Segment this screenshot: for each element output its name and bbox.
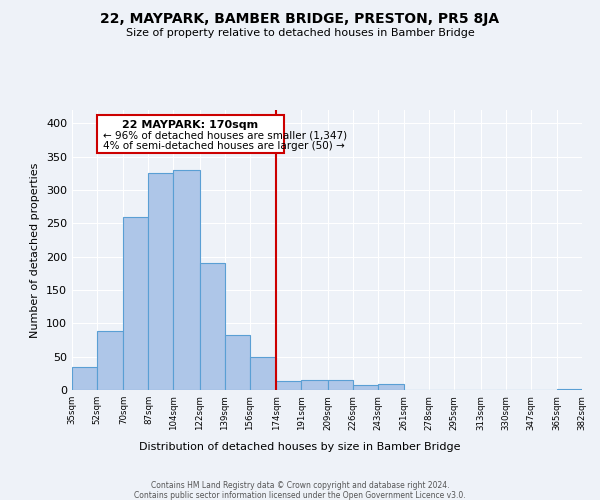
Bar xyxy=(72,366,97,390)
Bar xyxy=(200,264,225,390)
Bar xyxy=(124,216,148,390)
Text: Size of property relative to detached houses in Bamber Bridge: Size of property relative to detached ho… xyxy=(125,28,475,38)
Text: Contains HM Land Registry data © Crown copyright and database right 2024.: Contains HM Land Registry data © Crown c… xyxy=(151,481,449,490)
FancyBboxPatch shape xyxy=(97,114,284,154)
Bar xyxy=(353,384,378,390)
Bar xyxy=(225,334,250,390)
Text: Contains public sector information licensed under the Open Government Licence v3: Contains public sector information licen… xyxy=(134,491,466,500)
Y-axis label: Number of detached properties: Number of detached properties xyxy=(31,162,40,338)
Bar xyxy=(378,384,404,390)
Bar xyxy=(328,380,353,390)
Text: ← 96% of detached houses are smaller (1,347): ← 96% of detached houses are smaller (1,… xyxy=(103,130,347,140)
Text: Distribution of detached houses by size in Bamber Bridge: Distribution of detached houses by size … xyxy=(139,442,461,452)
Bar xyxy=(301,380,328,390)
Text: 4% of semi-detached houses are larger (50) →: 4% of semi-detached houses are larger (5… xyxy=(103,142,344,152)
Bar xyxy=(173,170,200,390)
Text: 22, MAYPARK, BAMBER BRIDGE, PRESTON, PR5 8JA: 22, MAYPARK, BAMBER BRIDGE, PRESTON, PR5… xyxy=(100,12,500,26)
Bar xyxy=(276,382,301,390)
Bar xyxy=(97,332,124,390)
Bar xyxy=(250,356,276,390)
Bar xyxy=(148,174,173,390)
Text: 22 MAYPARK: 170sqm: 22 MAYPARK: 170sqm xyxy=(122,120,259,130)
